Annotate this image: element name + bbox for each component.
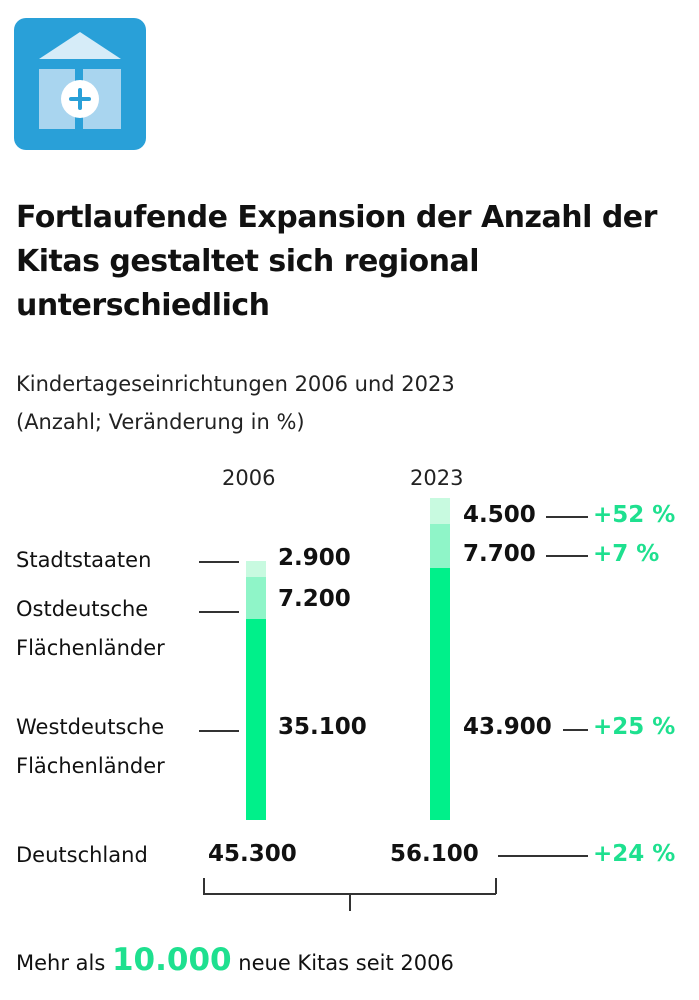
total-2023: 56.100 <box>390 841 479 867</box>
leader-line <box>199 561 239 563</box>
leader-line <box>199 730 239 732</box>
change-total: +24 % <box>593 841 676 867</box>
bar-2023-stadt <box>430 498 450 524</box>
legend-west-1: Westdeutsche <box>16 715 165 739</box>
legend-deutschland: Deutschland <box>16 843 148 867</box>
value-2006-ost: 7.200 <box>278 586 351 612</box>
year-label-2006: 2006 <box>222 466 276 490</box>
chart-subtitle-units: (Anzahl; Veränderung in %) <box>16 410 305 434</box>
value-2006-west: 35.100 <box>278 714 367 740</box>
change-ost: +7 % <box>593 541 660 567</box>
change-stadt: +52 % <box>593 502 676 528</box>
legend-ost-1: Ostdeutsche <box>16 597 149 621</box>
value-2023-west: 43.900 <box>463 714 552 740</box>
chart-subtitle: Kindertageseinrichtungen 2006 und 2023 <box>16 372 455 396</box>
leader-line <box>546 555 588 557</box>
legend-ost-2: Flächenländer <box>16 636 165 660</box>
footer-note: Mehr als 10.000 neue Kitas seit 2006 <box>16 942 454 978</box>
leader-line <box>498 855 588 857</box>
leader-line <box>546 516 588 518</box>
bar-2006-ost <box>246 577 266 619</box>
leader-line <box>563 729 588 731</box>
chart-title: Fortlaufende Expansion der Anzahl der Ki… <box>16 200 657 323</box>
footer-pre: Mehr als <box>16 951 112 975</box>
legend-west-2: Flächenländer <box>16 754 165 778</box>
leader-line <box>199 611 239 613</box>
legend-stadtstaaten: Stadtstaaten <box>16 548 152 572</box>
value-2023-ost: 7.700 <box>463 541 536 567</box>
bar-2006-west <box>246 618 266 820</box>
footer-highlight: 10.000 <box>111 942 232 978</box>
bar-2023-ost <box>430 523 450 569</box>
year-label-2023: 2023 <box>410 466 464 490</box>
bar-2023-west <box>430 568 450 820</box>
bar-2006-stadt <box>246 560 266 578</box>
value-2023-stadt: 4.500 <box>463 502 536 528</box>
footer-post: neue Kitas seit 2006 <box>231 951 454 975</box>
kita-house-plus-icon <box>14 18 146 150</box>
total-2006: 45.300 <box>208 841 297 867</box>
value-2006-stadt: 2.900 <box>278 545 351 571</box>
change-west: +25 % <box>593 714 676 740</box>
